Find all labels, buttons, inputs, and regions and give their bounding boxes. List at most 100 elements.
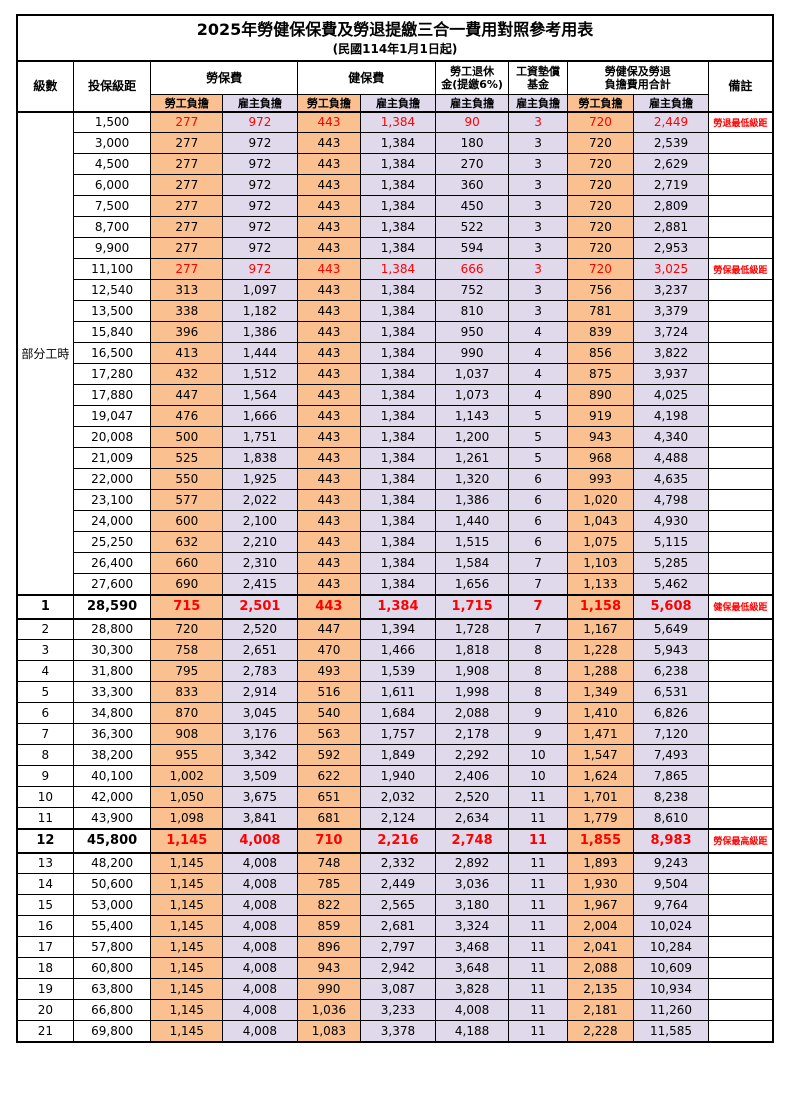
labor-employer-cell: 3,509: [222, 765, 298, 787]
table-row: 6,000 277 972 443 1,384 360 3 720 2,719: [17, 174, 774, 196]
wage-fund-employer-cell: 5: [508, 426, 568, 448]
total-employer-cell: 11,260: [633, 999, 709, 1021]
level-cell: 5: [16, 681, 74, 703]
health-employee-cell: 785: [296, 873, 362, 895]
pension-employer-cell: 450: [434, 195, 510, 217]
total-employee-cell: 1,103: [566, 552, 635, 574]
level-cell: 3: [16, 639, 74, 661]
total-employer-cell: 2,449: [633, 111, 709, 133]
total-employee-cell: 2,181: [566, 999, 635, 1021]
labor-employer-cell: 2,651: [222, 639, 298, 661]
total-employee-cell: 919: [566, 405, 635, 427]
health-employer-cell: 1,539: [360, 660, 436, 682]
health-employer-cell: 3,378: [360, 1020, 436, 1042]
pension-employer-cell: 666: [434, 258, 510, 280]
wage-fund-employer-cell: 11: [508, 807, 568, 829]
bracket-cell: 45,800: [72, 827, 152, 854]
labor-employer-cell: 2,310: [222, 552, 298, 574]
table-row: 12,540 313 1,097 443 1,384 752 3 756 3,237: [17, 279, 774, 301]
remark-cell: [707, 786, 774, 808]
table-row: 22,000 550 1,925 443 1,384 1,320 6 993 4,635: [17, 468, 774, 490]
health-employer-cell: 2,565: [360, 894, 436, 916]
remark-cell: [707, 852, 774, 874]
remark-cell: 勞退最低級距: [707, 111, 774, 133]
labor-employer-cell: 972: [222, 153, 298, 175]
labor-employer-cell: 1,564: [222, 384, 298, 406]
wage-fund-employer-cell: 7: [508, 618, 568, 640]
table-row: 20 66,800 1,145 4,008 1,036 3,233 4,008 11 2,181…: [16, 999, 774, 1021]
remark-cell: [707, 321, 774, 343]
table-row: 15,840 396 1,386 443 1,384 950 4 839 3,724: [17, 321, 774, 343]
wage-fund-employer-cell: 6: [508, 468, 568, 490]
subheader-pension-employer: 雇主負擔: [434, 93, 510, 113]
level-cell: 15: [16, 894, 74, 916]
remark-cell: [707, 807, 774, 829]
table-row: 27,600 690 2,415 443 1,384 1,656 7 1,133 5,462: [17, 573, 774, 595]
table-row: 17 57,800 1,145 4,008 896 2,797 3,468 11 2,041 10…: [16, 936, 774, 958]
pension-employer-cell: 1,715: [434, 593, 510, 620]
total-employer-cell: 8,238: [633, 786, 709, 808]
labor-employer-cell: 972: [222, 132, 298, 154]
health-employer-cell: 1,384: [360, 321, 436, 343]
health-employee-cell: 443: [296, 342, 362, 364]
bracket-cell: 48,200: [72, 852, 152, 874]
total-employee-cell: 1,167: [566, 618, 635, 640]
labor-employer-cell: 2,520: [222, 618, 298, 640]
wage-fund-employer-cell: 3: [508, 111, 568, 133]
total-employee-cell: 720: [566, 195, 635, 217]
remark-cell: [707, 894, 774, 916]
wage-fund-employer-cell: 6: [508, 510, 568, 532]
health-employer-cell: 2,332: [360, 852, 436, 874]
labor-employee-cell: 715: [150, 593, 224, 620]
pension-employer-cell: 1,998: [434, 681, 510, 703]
total-employer-cell: 4,798: [633, 489, 709, 511]
level-cell: 4: [16, 660, 74, 682]
health-employee-cell: 443: [296, 552, 362, 574]
bracket-cell: 60,800: [72, 957, 152, 979]
level-cell: 7: [16, 723, 74, 745]
labor-employer-cell: 4,008: [222, 852, 298, 874]
remark-cell: [707, 510, 774, 532]
table-row: 3,000 277 972 443 1,384 180 3 720 2,539: [17, 132, 774, 154]
labor-employee-cell: 1,145: [150, 827, 224, 854]
bracket-cell: 15,840: [72, 321, 152, 343]
total-employee-cell: 720: [566, 111, 635, 133]
table-row: 4,500 277 972 443 1,384 270 3 720 2,629: [17, 153, 774, 175]
total-employee-cell: 856: [566, 342, 635, 364]
wage-fund-employer-cell: 11: [508, 1020, 568, 1042]
total-employee-cell: 2,228: [566, 1020, 635, 1042]
pension-employer-cell: 2,892: [434, 852, 510, 874]
total-employer-cell: 4,930: [633, 510, 709, 532]
labor-employee-cell: 500: [150, 426, 224, 448]
health-employer-cell: 1,384: [360, 510, 436, 532]
table-row: 16,500 413 1,444 443 1,384 990 4 856 3,822: [17, 342, 774, 364]
health-employer-cell: 1,384: [360, 258, 436, 280]
labor-employer-cell: 4,008: [222, 915, 298, 937]
remark-cell: [707, 936, 774, 958]
labor-employer-cell: 2,501: [222, 593, 298, 620]
remark-cell: [707, 489, 774, 511]
wage-fund-employer-cell: 11: [508, 873, 568, 895]
labor-employer-cell: 972: [222, 195, 298, 217]
labor-employer-cell: 4,008: [222, 978, 298, 1000]
total-employee-cell: 890: [566, 384, 635, 406]
table-row: 7 36,300 908 3,176 563 1,757 2,178 9 1,471 7,120: [16, 723, 774, 745]
labor-employer-cell: 972: [222, 258, 298, 280]
bracket-cell: 19,047: [72, 405, 152, 427]
total-employee-cell: 2,135: [566, 978, 635, 1000]
pension-employer-cell: 1,818: [434, 639, 510, 661]
health-employee-cell: 1,083: [296, 1020, 362, 1042]
total-employer-cell: 2,539: [633, 132, 709, 154]
pension-employer-cell: 1,143: [434, 405, 510, 427]
table-row: 1 28,590 715 2,501 443 1,384 1,715 7 1,158 5,608 健…: [16, 593, 774, 620]
health-employee-cell: 443: [296, 593, 362, 620]
remark-cell: [707, 573, 774, 595]
labor-employee-cell: 1,145: [150, 873, 224, 895]
remark-cell: 健保最低級距: [707, 593, 774, 620]
pension-employer-cell: 2,520: [434, 786, 510, 808]
labor-employee-cell: 1,145: [150, 999, 224, 1021]
total-employee-cell: 1,779: [566, 807, 635, 829]
health-employee-cell: 443: [296, 531, 362, 553]
health-employer-cell: 1,384: [360, 426, 436, 448]
labor-employer-cell: 4,008: [222, 873, 298, 895]
